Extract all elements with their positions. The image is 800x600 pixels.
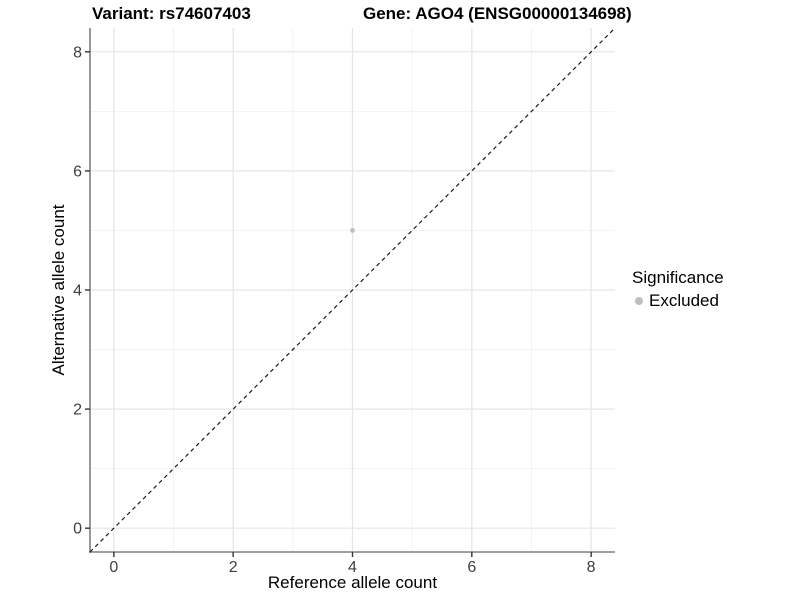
y-tick-label: 4 [73, 283, 82, 300]
legend-item-label: Excluded [649, 291, 719, 310]
plot-title-variant: Variant: rs74607403 [92, 4, 251, 23]
plot-title-gene: Gene: AGO4 (ENSG00000134698) [363, 4, 632, 23]
y-tick-label: 6 [73, 163, 82, 180]
legend: Significance Excluded [632, 268, 724, 311]
x-tick-label: 4 [348, 559, 357, 576]
x-tick-label: 6 [467, 559, 476, 576]
legend-point-icon [635, 297, 643, 305]
x-tick-label: 8 [587, 559, 596, 576]
x-axis-title: Reference allele count [267, 573, 438, 592]
legend-title: Significance [632, 268, 724, 287]
identity-reference-line [89, 27, 616, 553]
data-point [350, 228, 355, 233]
legend-item-excluded: Excluded [632, 291, 724, 311]
y-tick-label: 2 [73, 402, 82, 419]
y-tick-label: 0 [73, 521, 82, 538]
y-tick-label: 8 [73, 44, 82, 61]
x-tick-label: 0 [109, 559, 118, 576]
x-tick-label: 2 [229, 559, 238, 576]
y-axis-title: Alternative allele count [49, 204, 68, 376]
